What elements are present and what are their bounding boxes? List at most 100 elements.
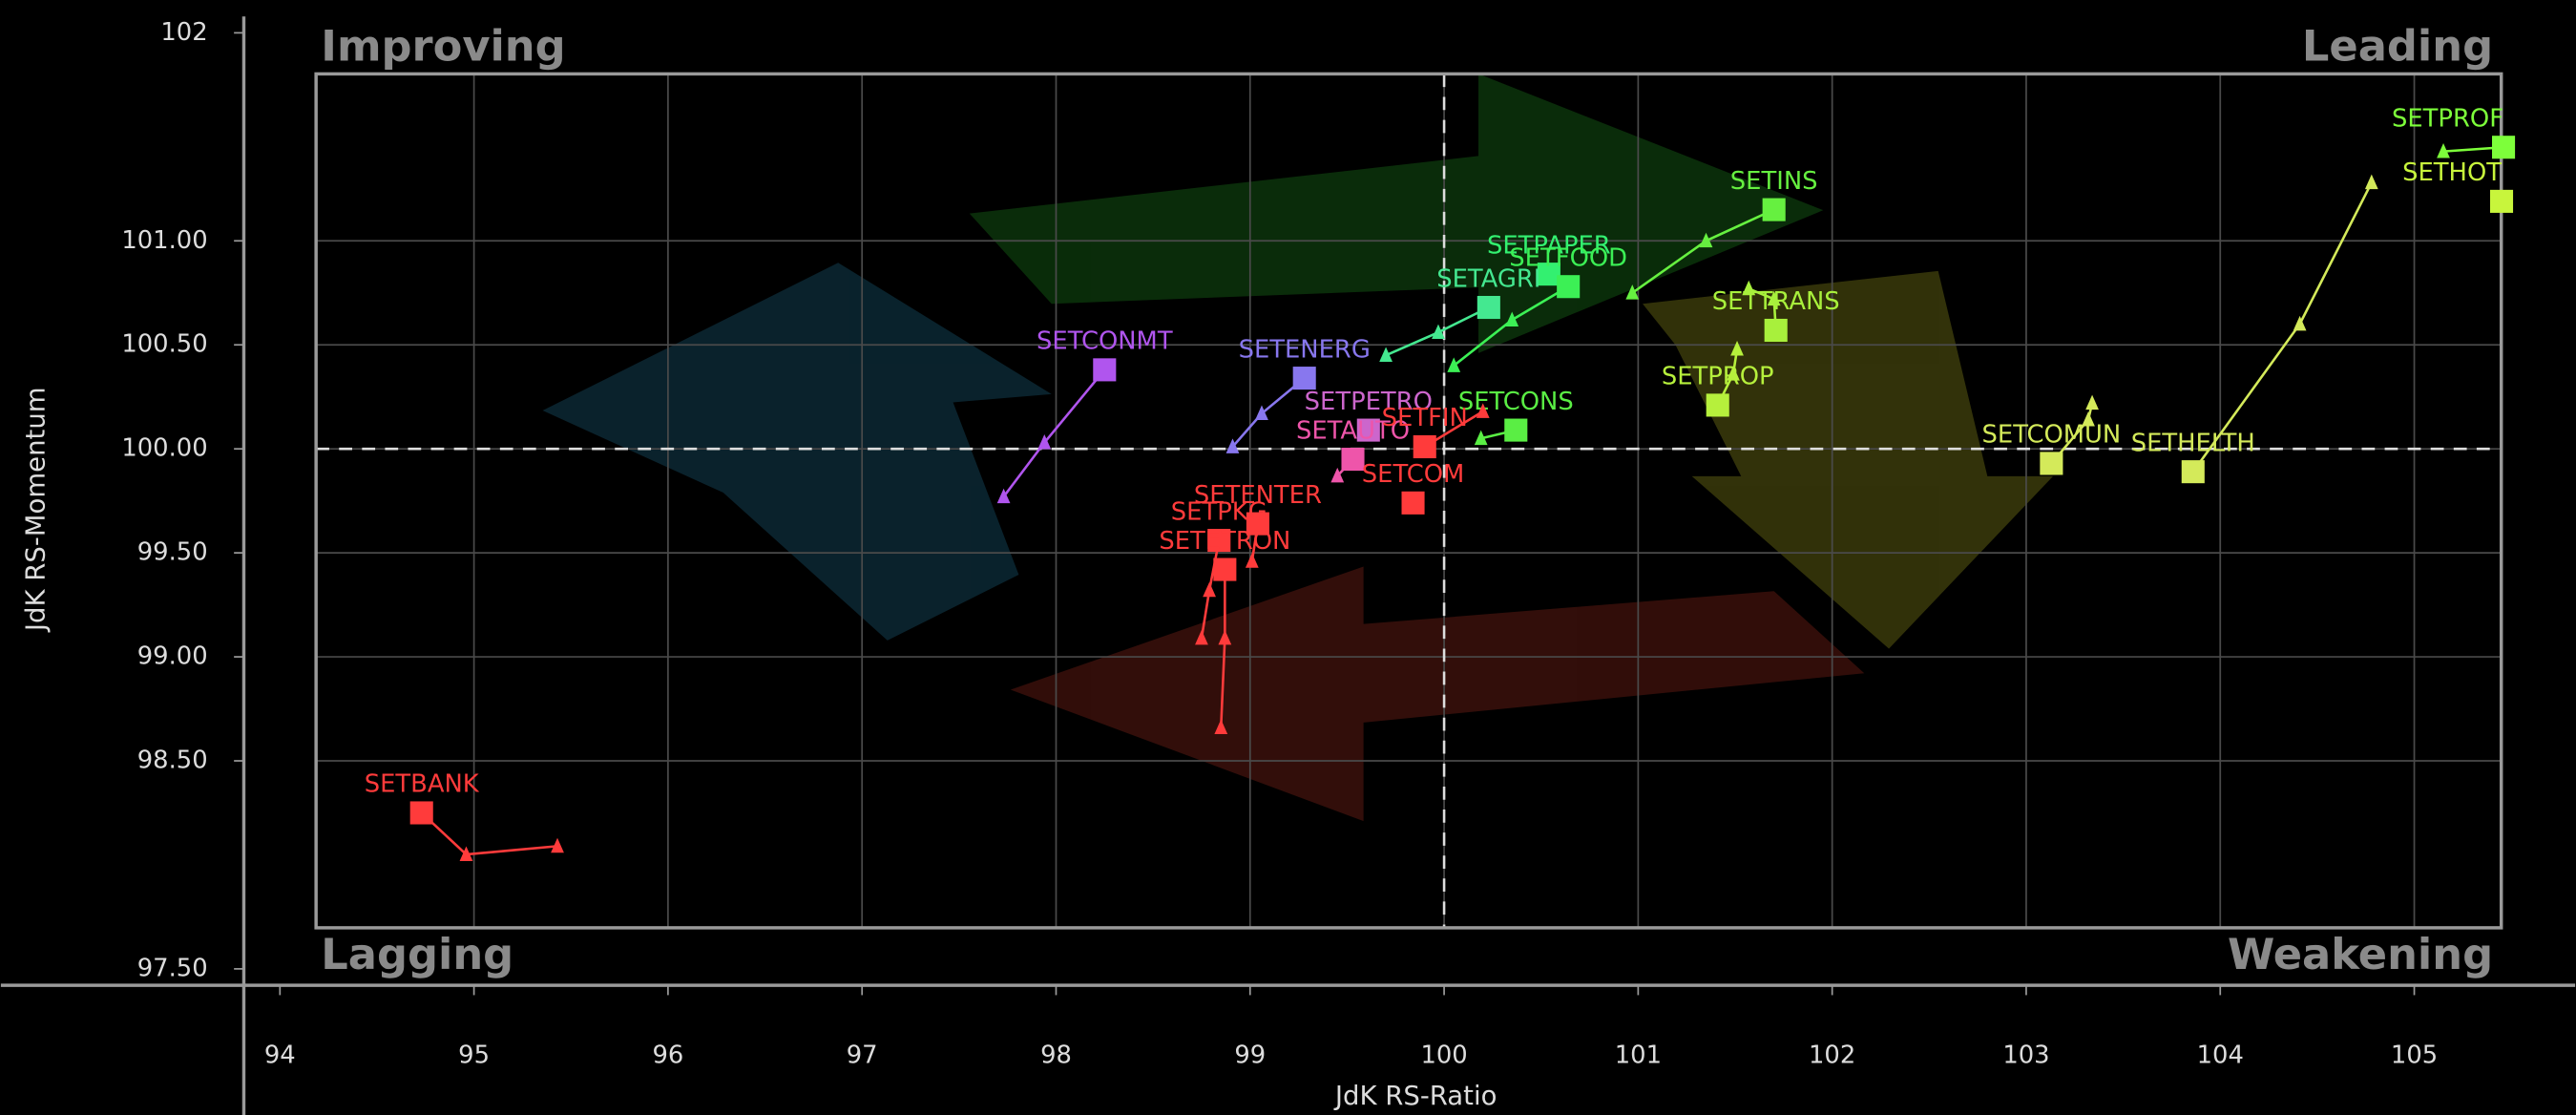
x-tick-label: 94 — [264, 1041, 296, 1070]
y-tick-label: 99.00 — [137, 642, 208, 671]
arrow-up — [969, 74, 1824, 353]
head-point — [1292, 367, 1316, 390]
tail-point — [1214, 719, 1228, 735]
head-point — [409, 801, 433, 825]
arrow-left — [542, 263, 1052, 641]
series-label: SETAGRI — [1436, 264, 1540, 293]
tail-point — [1218, 629, 1232, 645]
series-label: SETFOOD — [1509, 243, 1627, 272]
series-label: SETENERG — [1239, 335, 1371, 364]
grid — [316, 74, 2502, 928]
head-point — [1476, 295, 1500, 320]
head-point — [2181, 460, 2205, 484]
y-tick-label: 100.50 — [121, 330, 207, 359]
series-label: SETCOM — [1362, 460, 1465, 489]
tail-point — [1330, 467, 1345, 483]
x-tick-label: 102 — [1809, 1041, 1855, 1070]
tail-point — [2437, 142, 2450, 158]
series-label: SETCONMT — [1037, 327, 1173, 356]
tail-point — [551, 837, 564, 853]
tail-point — [1203, 581, 1216, 598]
x-tick-label: 105 — [2391, 1041, 2438, 1070]
head-point — [1764, 318, 1788, 343]
tail-point — [2085, 394, 2099, 410]
head-point — [1213, 558, 1237, 581]
tail-point — [1625, 284, 1640, 300]
y-tick-label: 102 — [160, 18, 207, 47]
quadrant-label: Improving — [321, 21, 565, 72]
head-point — [1401, 491, 1425, 515]
head-point — [2492, 136, 2516, 159]
head-point — [1706, 393, 1729, 417]
plot-frame — [314, 72, 2503, 930]
tail-point — [1474, 430, 1488, 446]
y-tick-label: 97.50 — [137, 954, 208, 982]
head-point — [2489, 189, 2514, 213]
series-label: SETPETRO — [1305, 388, 1433, 416]
series-label: SETETRON — [1159, 527, 1290, 556]
head-point — [1246, 512, 1269, 536]
y-tick-label: 100.00 — [121, 434, 207, 463]
series-label: SETAUTO — [1296, 416, 1410, 445]
tail-point — [1742, 280, 1756, 296]
x-tick-label: 101 — [1615, 1041, 1662, 1070]
tail-point — [1767, 290, 1781, 306]
head-point — [1413, 434, 1436, 459]
head-point — [1557, 275, 1581, 299]
x-tick-label: 100 — [1420, 1041, 1467, 1070]
tail-point — [1432, 324, 1445, 340]
series-label: SETPROP — [1662, 363, 1774, 391]
head-point — [1762, 198, 1786, 221]
marks: SETPROF SETHOT SETHELTH SETCOMUN SETPROP SETT… — [365, 104, 2516, 861]
arrow-right — [1643, 270, 2054, 649]
x-axis-title: JdK RS-Ratio — [1333, 1081, 1497, 1111]
head-point — [1207, 529, 1231, 553]
series-label: SETBANK — [365, 770, 480, 799]
y-tick-label: 98.50 — [137, 747, 208, 775]
head-point — [1504, 418, 1528, 442]
series-label: SETCONS — [1458, 388, 1574, 416]
series-label: SETHOT — [2402, 158, 2502, 187]
tail-point — [1225, 438, 1240, 453]
x-tick-label: 98 — [1040, 1041, 1072, 1070]
tail-point — [1037, 434, 1052, 450]
tail-point — [1255, 405, 1268, 421]
series-label: SETINS — [1730, 167, 1818, 196]
tail-point — [1730, 340, 1744, 356]
x-tick-label: 95 — [458, 1041, 490, 1070]
tail-point — [1505, 311, 1519, 326]
tail-point — [1195, 629, 1208, 645]
tail-point — [2293, 315, 2307, 331]
x-tick-label: 104 — [2197, 1041, 2244, 1070]
head-point — [1537, 263, 1560, 286]
tail-point — [1699, 232, 1713, 248]
tail-point — [1727, 366, 1740, 381]
tail-point — [996, 488, 1011, 504]
x-tick-label: 103 — [2002, 1041, 2049, 1070]
tail-point — [2364, 174, 2378, 190]
head-point — [1356, 418, 1380, 442]
head-point — [1093, 358, 1117, 382]
series-label: SETPROF — [2392, 104, 2503, 133]
head-point — [1341, 448, 1365, 472]
tail-point — [1245, 553, 1259, 568]
y-axis-title: JdK RS-Momentum — [21, 387, 52, 633]
series-label: SETENTER — [1194, 481, 1322, 510]
quadrant-label: Lagging — [321, 929, 513, 979]
series-label: SETPAPER — [1487, 231, 1611, 260]
tail-point — [2082, 411, 2095, 427]
series-label: SETTRANS — [1712, 287, 1840, 316]
x-tick-label: 99 — [1234, 1041, 1266, 1070]
y-tick-label: 101.00 — [121, 226, 207, 255]
tail-point — [1476, 403, 1490, 418]
x-tick-label: 97 — [847, 1041, 878, 1070]
quadrant-label: Leading — [2302, 21, 2493, 72]
series-label: SETHELTH — [2131, 429, 2255, 457]
series-label: SETCOMUN — [1982, 421, 2122, 450]
tail-point — [1379, 347, 1393, 363]
series-label: SETPKG — [1171, 497, 1267, 526]
y-tick-label: 99.50 — [137, 538, 208, 567]
head-point — [2040, 452, 2063, 475]
